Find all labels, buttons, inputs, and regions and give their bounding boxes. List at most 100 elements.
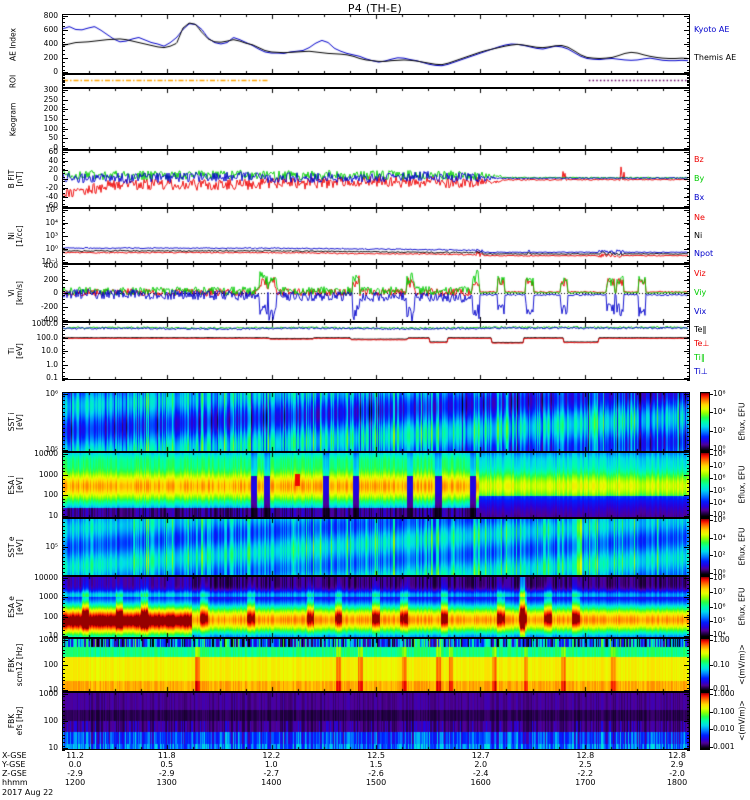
ni-minor-tick: [62, 216, 65, 217]
fbk-efs-minor-tick: [687, 735, 690, 736]
fbk-efs-major-tick: [684, 721, 690, 722]
x-axis-row-label-hhmm: hhmm: [2, 778, 28, 787]
sst-e-minor-tick: [687, 537, 690, 538]
temperature-legend-te: Te⊥: [694, 339, 710, 348]
x-axis-tick-value: -2.2: [577, 769, 594, 778]
ae-index-minor-tick: [687, 42, 690, 43]
esa-e-minor-tick: [687, 626, 690, 627]
temperature-major-tick: [684, 351, 690, 352]
esa-e-minor-tick: [62, 626, 65, 627]
keogram-major-tick: [62, 148, 68, 149]
bfit-minor-tick: [62, 185, 65, 186]
fbk-efs-spectrogram-panel: [62, 692, 690, 750]
fbk-efs-minor-tick: [687, 711, 690, 712]
ae-index-minor-tick: [62, 54, 65, 55]
ae-index-legend-kyotoae: Kyoto AE: [694, 25, 730, 34]
vi-minor-tick: [687, 264, 690, 265]
temperature-ytick-label: 0.1: [46, 373, 58, 382]
ae-index-minor-tick: [62, 18, 65, 19]
keogram-major-tick: [684, 90, 690, 91]
keogram-major-tick: [62, 119, 68, 120]
esa-electron-colorbar-tick-label: 10⁴: [713, 630, 726, 639]
fbk-efs-minor-tick: [62, 719, 65, 720]
fbk-efs-ytick-label: 10: [48, 743, 58, 752]
roi-minor-tick: [62, 84, 65, 85]
esa-e-ytick-label: 1000: [38, 592, 58, 602]
fbk-efs-minor-tick: [687, 738, 690, 739]
fbk-efs-minor-tick: [62, 742, 65, 743]
temperature-minor-tick: [62, 337, 65, 338]
x-axis-tick-value: 1.5: [369, 760, 383, 769]
temperature-minor-tick: [687, 326, 690, 327]
temperature-minor-tick: [687, 372, 690, 373]
sst-i-minor-tick: [62, 408, 65, 409]
esa-e-minor-tick: [62, 576, 65, 577]
sst-electron-colorbar-tick-label: 10⁰: [713, 568, 726, 577]
esa-ion-colorbar-tick-label: 10⁶: [713, 473, 726, 483]
bfit-major-tick: [62, 188, 68, 189]
bfit-major-tick: [684, 179, 690, 180]
ni-minor-tick: [687, 212, 690, 213]
fbk-scm-colorbar-tick-label: 0.01: [713, 684, 730, 693]
roi-minor-tick: [62, 82, 65, 83]
vi-major-tick: [62, 266, 68, 267]
temperature-major-tick: [62, 338, 68, 339]
bfit-major-tick: [684, 161, 690, 162]
sst-ion-colorbar-tick: [710, 394, 713, 395]
fbk-scm-ytick-label: 1000: [38, 635, 58, 644]
sst-e-minor-tick: [687, 557, 690, 558]
page-title: P4 (TH-E): [347, 2, 403, 15]
fbk-efs-minor-tick: [62, 711, 65, 712]
fbk-efs-colorbar-tick: [710, 694, 713, 695]
bfit-minor-tick: [687, 196, 690, 197]
esa-electron-colorbar-tick: [710, 635, 713, 636]
bfit-minor-tick: [62, 150, 65, 151]
ae-index-major-tick: [62, 16, 68, 17]
x-axis-tick-value: -2.0: [669, 769, 685, 778]
esa-i-minor-tick: [62, 487, 65, 488]
fbk-scm-colorbar-gradient: [701, 639, 709, 691]
ni-minor-tick: [62, 260, 65, 261]
vi-major-tick: [684, 280, 690, 281]
ae-index-major-tick: [62, 72, 68, 73]
fbk-scm-ytick-label: 100: [43, 660, 58, 669]
sst-e-minor-tick: [62, 522, 65, 523]
esa-i-major-tick: [684, 454, 690, 455]
sst-e-minor-tick: [687, 572, 690, 573]
esa-ion-colorbar-tick-label: 10⁸: [713, 449, 726, 458]
esa-e-major-tick: [62, 597, 68, 598]
vi-minor-tick: [687, 279, 690, 280]
ae-index-minor-tick: [687, 14, 690, 15]
sst-i-minor-tick: [687, 412, 690, 413]
vi-ytick-label: -400: [40, 315, 58, 324]
roi-minor-tick: [62, 74, 65, 75]
x-axis-tick-value: 2.9: [670, 760, 684, 769]
sst-e-minor-tick: [62, 553, 65, 554]
sst-i-minor-tick: [687, 428, 690, 429]
sst-i-minor-tick: [62, 392, 65, 393]
vi-minor-tick: [62, 272, 65, 273]
esa-e-minor-tick: [687, 603, 690, 604]
ae-index-major-tick: [684, 72, 690, 73]
bfit-ytick-label: -20: [45, 183, 58, 192]
keogram-ytick-label: 100: [43, 123, 58, 133]
esa-electron-colorbar-tick: [710, 607, 713, 608]
fbk-efs-colorbar-tick: [710, 712, 713, 713]
esa-i-ytick-label: 10: [48, 511, 58, 520]
fbk-efs-minor-tick: [687, 707, 690, 708]
fbk-scm-colorbar-tick: [710, 689, 713, 690]
bfit-minor-tick: [687, 177, 690, 178]
sst-e-minor-tick: [62, 572, 65, 573]
x-axis-tick-value: 2.5: [578, 760, 592, 769]
ni-minor-tick: [62, 220, 65, 221]
sst-i-minor-tick: [62, 440, 65, 441]
ni-minor-tick: [687, 224, 690, 225]
keogram-major-tick: [62, 138, 68, 139]
fbk-scm-minor-tick: [62, 688, 65, 689]
vi-minor-tick: [62, 310, 65, 311]
ni-density-panel: [62, 208, 690, 264]
fbk-scm-major-tick: [684, 690, 690, 691]
ae-index-minor-tick: [687, 54, 690, 55]
fbk-scm-major-tick: [684, 640, 690, 641]
x-axis-annotations: X-GSE Y-GSE Z-GSE hhmm 2017 Aug 22 11.2 0.0 -2.…: [0, 752, 750, 800]
